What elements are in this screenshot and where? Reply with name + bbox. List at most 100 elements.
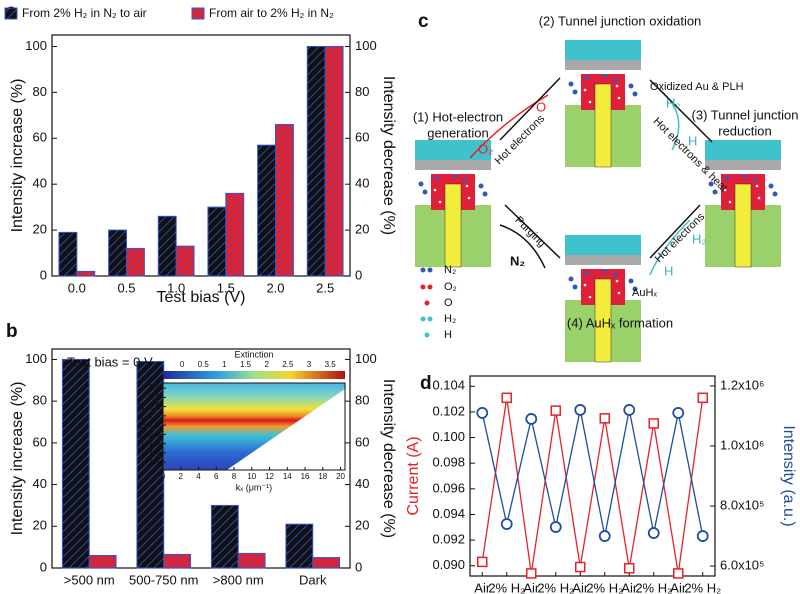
marker: [525, 413, 538, 425]
inset-y-tick-label: 2.8: [149, 392, 161, 401]
plot-frame: [51, 34, 351, 277]
light-cone: [226, 389, 345, 470]
marker: [696, 530, 709, 542]
y2-tick-label: 40: [355, 476, 369, 491]
inset-y-tick-label: 2.4: [149, 411, 161, 420]
y-tick-label: 0.094: [432, 506, 465, 521]
y-tick-label: 0.096: [432, 480, 465, 495]
x-tick-label: Air: [474, 580, 491, 594]
x-tick-label: Air: [572, 580, 589, 594]
colorbar-tick-label: 1: [222, 360, 227, 369]
x-tick-label: 2.5: [316, 280, 334, 295]
device-4: [564, 234, 642, 363]
annotation: Test bias = 0 V: [67, 354, 153, 369]
y2-tick-label: 40: [355, 176, 369, 191]
diagram: c (2) Tunnel junction oxidation Oxidized…: [413, 11, 798, 363]
annotation: Oxidized Au & PLH: [650, 81, 744, 93]
panel-label: c: [418, 11, 429, 32]
y-tick-label: 0.098: [432, 455, 465, 470]
species-label: H₂: [666, 95, 680, 110]
y-tick-label: 80: [33, 84, 47, 99]
y2-tick-label: 0: [355, 267, 362, 282]
y-tick-label: 100: [25, 38, 47, 53]
x-tick-label: Dark: [299, 572, 327, 587]
y2-axis-label: Intensity decrease (%): [380, 76, 397, 235]
x-tick-label: Air: [621, 580, 638, 594]
species-label: H: [664, 263, 673, 278]
y-tick-label: 0: [40, 267, 47, 282]
inset-y-tick-label: 1.8: [149, 439, 161, 448]
y-tick-label: 40: [33, 176, 47, 191]
bar: [76, 270, 96, 277]
bar: [108, 229, 128, 277]
bar: [225, 192, 245, 277]
inset-x-tick-label: 8: [232, 472, 237, 481]
colorbar-tick-label: 0: [180, 360, 185, 369]
x-axis-label: Test bias (V): [157, 289, 246, 306]
x-tick-label: 2.0: [266, 280, 284, 295]
marker: [647, 527, 660, 539]
y2-tick-label: 100: [355, 351, 377, 366]
bar: [324, 45, 344, 277]
species-label: O: [536, 99, 546, 114]
x-tick-label: 2% H₂: [488, 580, 525, 594]
y2-tick-label: 20: [355, 518, 369, 533]
y-tick-label: 20: [33, 518, 47, 533]
x-tick-label: 2% H₂: [586, 580, 623, 594]
colorbar-tick-label: 0.5: [198, 360, 210, 369]
legend-label: H: [444, 329, 452, 341]
marker: [697, 392, 708, 404]
x-tick-label: >500 nm: [64, 572, 115, 587]
inset-x-tick-label: 10: [247, 472, 256, 481]
marker: [598, 530, 611, 542]
annotation: AuHₓ: [632, 287, 657, 299]
x-tick-label: 2% H₂: [537, 580, 574, 594]
y2-tick-label: 6.0x10⁵: [720, 558, 764, 573]
bar: [312, 557, 341, 569]
inset-y-label: Energy (eV): [136, 402, 146, 450]
x-tick-label: 1.0: [167, 280, 185, 295]
marker: [574, 404, 587, 416]
bar: [58, 231, 78, 277]
inset-x-tick-label: 18: [318, 472, 327, 481]
y-axis-label: Current (A): [405, 436, 422, 515]
legend-label: O: [444, 297, 453, 309]
y-axis-label: Intensity increase (%): [9, 382, 26, 536]
device-3: [704, 139, 782, 268]
y-tick-label: 40: [33, 476, 47, 491]
bar: [237, 552, 266, 569]
inset-y-tick-label: 2.2: [149, 420, 161, 429]
inset-y-tick-label: 2.6: [149, 402, 161, 411]
arrows: [469, 77, 713, 276]
bar: [175, 245, 195, 277]
y2-tick-label: 8.0x10⁵: [720, 497, 764, 512]
species-label: O₂: [478, 141, 493, 156]
inset-y-tick-label: 2.0: [149, 429, 161, 438]
bar: [61, 358, 90, 569]
marker: [575, 561, 586, 573]
y-tick-label: 100: [25, 351, 47, 366]
y-tick-label: 0.100: [432, 429, 465, 444]
marker: [648, 418, 659, 429]
plot-frame: [469, 375, 716, 577]
bar: [210, 504, 239, 569]
inset-x-tick-label: 2: [179, 472, 184, 481]
x-tick-label: >800 nm: [213, 572, 264, 587]
y2-axis-label: Intensity (a.u.): [780, 425, 797, 526]
inset-x-tick-label: 20: [336, 472, 345, 481]
y-tick-label: 0.102: [432, 403, 465, 418]
inset-x-tick-label: 16: [301, 472, 310, 481]
step-label: generation: [427, 125, 488, 140]
panel-label: b: [6, 321, 18, 342]
legend-label: N₂: [444, 264, 456, 276]
bar: [207, 206, 227, 277]
inset-y-tick-label: 1.4: [149, 457, 161, 466]
x-tick-label: 0.5: [117, 280, 135, 295]
legend-label: From 2% H₂ in N₂ to air: [22, 6, 147, 20]
y2-tick-label: 100: [355, 38, 377, 53]
legend-label: H₂: [444, 313, 456, 325]
colorbar-tick-label: 1.5: [240, 360, 252, 369]
inset-x-tick-label: 12: [265, 472, 274, 481]
inset-x-tick-label: 4: [196, 472, 201, 481]
